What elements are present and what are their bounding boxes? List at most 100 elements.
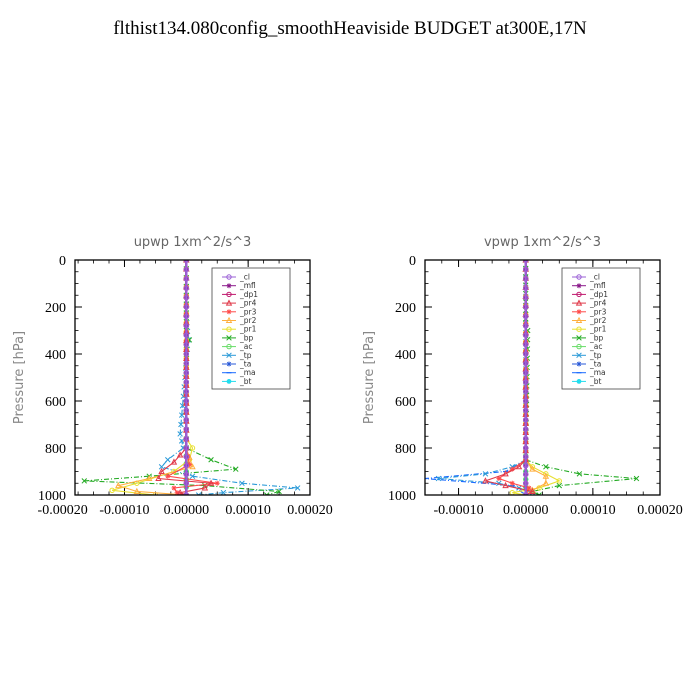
series-point-pr2 — [189, 463, 196, 470]
legend-marker — [226, 379, 232, 384]
legend-label: _pr1 — [589, 325, 607, 334]
series-point-cl — [523, 379, 529, 385]
series-point-cl — [183, 313, 190, 320]
series-point-tp — [178, 421, 184, 428]
series-point-cl — [523, 398, 529, 404]
legend-marker — [576, 379, 582, 384]
series-point-bp — [536, 492, 542, 495]
series-point-pr3 — [509, 480, 515, 486]
legend-label: _pr2 — [589, 316, 607, 325]
y-tick-label: 1000 — [388, 489, 416, 504]
y-tick-label: 0 — [59, 254, 66, 269]
legend-label: _bp — [239, 333, 254, 342]
series-point-tp — [294, 485, 301, 491]
vpwp-panel: vpwp 1xm^2/s^3 Pressure [hPa] 0 200 400 600 80… — [362, 235, 683, 518]
series-point-pr4 — [502, 470, 509, 477]
legend-label: _cl — [589, 273, 600, 282]
series-point-tp — [220, 489, 227, 495]
series-point-cl — [523, 360, 529, 367]
y-tick-label: 0 — [409, 254, 416, 269]
legend-label: _ta — [589, 360, 601, 369]
series-point-cl — [523, 480, 529, 486]
series-point-cl — [183, 388, 190, 395]
series-point-bp — [276, 488, 282, 495]
series-point-pr4 — [155, 474, 162, 482]
series-point-pr3 — [186, 461, 192, 467]
legend-label: _ta — [239, 360, 251, 369]
series-point-cl — [523, 426, 529, 432]
series-point-pr2 — [529, 486, 536, 493]
legend-label: _bp — [589, 333, 604, 342]
legend-marker — [576, 335, 582, 341]
series-point-tp — [178, 412, 185, 418]
panel-title: upwp 1xm^2/s^3 — [134, 235, 252, 250]
series-point-bp — [556, 482, 563, 489]
legend-label: _pr2 — [239, 316, 257, 325]
series-line-pr2 — [525, 260, 547, 495]
series-point-tp — [435, 475, 442, 482]
series-point-cl — [523, 462, 529, 469]
series-point-pr4 — [502, 481, 509, 489]
legend-label: _pr4 — [239, 299, 257, 308]
series-point-tp — [195, 492, 202, 495]
series-point-pr4 — [529, 487, 536, 494]
series-point-cl — [183, 462, 190, 469]
series-point-cl — [183, 471, 190, 478]
series-point-pr2 — [145, 474, 153, 482]
series-point-cl — [183, 360, 190, 367]
series-group — [425, 260, 640, 495]
legend-marker — [226, 274, 232, 280]
series-group — [81, 260, 301, 495]
series-point-pr4 — [482, 477, 489, 484]
series-point-pr2 — [542, 479, 550, 486]
series-point-tp — [165, 456, 171, 463]
series-point-cl — [523, 407, 529, 414]
panel-title: vpwp 1xm^2/s^3 — [484, 235, 601, 250]
series-line-tp — [160, 260, 298, 495]
legend-marker — [576, 352, 582, 359]
plot-frame — [74, 259, 311, 496]
legend-label: _cl — [239, 273, 250, 282]
series-point-bp — [81, 478, 88, 484]
series-point-bp — [263, 492, 270, 495]
series-point-pr3 — [214, 480, 220, 486]
legend-label: _pr3 — [239, 307, 257, 316]
legend-label: _tp — [239, 351, 252, 360]
legend-label: _bt — [239, 377, 252, 386]
series-point-pr4 — [170, 458, 178, 465]
upwp-panel: upwp 1xm^2/s^3 Pressure [hPa] 0 200 400 600 80… — [12, 235, 333, 518]
series-point-pr4 — [201, 484, 209, 491]
series-point-cl — [183, 398, 190, 404]
series-point-cl — [523, 304, 529, 310]
x-tick-label: 0.00010 — [225, 503, 271, 518]
legend-label: _ma — [239, 368, 256, 377]
legend-label: _pr1 — [239, 325, 257, 334]
y-tick-label: 600 — [45, 395, 66, 410]
series-point-pr4 — [176, 451, 184, 458]
series-line-ma — [425, 260, 527, 495]
y-tick-label: 400 — [395, 348, 416, 363]
series-point-pr2 — [529, 465, 536, 472]
series-point-tp — [158, 464, 165, 470]
series-point-pr3 — [174, 490, 180, 495]
x-tick-label: -0.00010 — [433, 503, 483, 518]
series-point-tp — [189, 473, 196, 479]
legend-label: _ac — [239, 342, 252, 351]
y-tick-label: 800 — [45, 442, 66, 457]
series-point-cl — [523, 370, 529, 376]
plot-frame — [424, 259, 661, 496]
legend-marker — [226, 291, 232, 298]
legend-marker — [576, 283, 582, 289]
legend-marker — [226, 352, 232, 359]
series-point-cl — [183, 332, 190, 338]
series-point-cl — [523, 266, 529, 273]
series-point-cl — [183, 417, 190, 423]
series-point-bp — [543, 464, 549, 470]
legend-marker — [226, 361, 232, 367]
series-point-cl — [523, 435, 529, 442]
series-point-cl — [183, 454, 190, 460]
y-tick-label: 200 — [45, 301, 66, 316]
series-point-cl — [523, 454, 529, 460]
legend-marker — [226, 335, 232, 341]
series-point-cl — [523, 285, 529, 291]
